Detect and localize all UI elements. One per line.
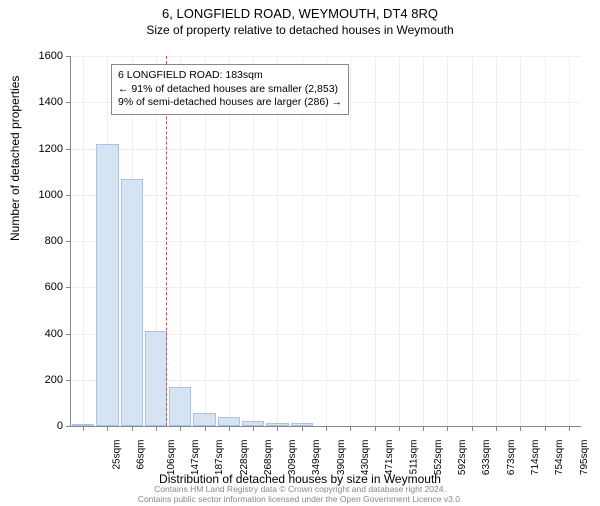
y-tick-label: 0 xyxy=(23,420,63,432)
x-tick-label: 349sqm xyxy=(312,440,323,476)
x-tick-label: 795sqm xyxy=(579,440,590,476)
histogram-bar xyxy=(193,413,215,426)
x-tick-label: 673sqm xyxy=(506,440,517,476)
histogram-bar xyxy=(291,423,313,426)
x-tick-label: 309sqm xyxy=(287,440,298,476)
x-tick-label: 633sqm xyxy=(482,440,493,476)
chart-area: 0200400600800100012001400160025sqm66sqm1… xyxy=(70,56,580,426)
histogram-bar xyxy=(72,424,94,426)
x-tick-label: 390sqm xyxy=(336,440,347,476)
info-box-line: ← 91% of detached houses are smaller (2,… xyxy=(118,83,342,97)
footer-line-1: Contains HM Land Registry data © Crown c… xyxy=(0,484,600,494)
plot-region: 0200400600800100012001400160025sqm66sqm1… xyxy=(70,56,581,427)
chart-title: 6, LONGFIELD ROAD, WEYMOUTH, DT4 8RQ xyxy=(0,6,600,21)
y-tick-label: 1600 xyxy=(23,50,63,62)
x-tick-label: 25sqm xyxy=(112,440,123,470)
x-tick-label: 106sqm xyxy=(166,440,177,476)
histogram-bar xyxy=(218,417,240,426)
x-tick-label: 511sqm xyxy=(408,440,419,475)
y-axis-label: Number of detached properties xyxy=(8,76,22,241)
x-tick-label: 228sqm xyxy=(239,440,250,476)
x-tick-label: 187sqm xyxy=(214,440,225,476)
chart-subtitle: Size of property relative to detached ho… xyxy=(0,23,600,37)
x-tick-label: 268sqm xyxy=(263,440,274,476)
x-tick-label: 66sqm xyxy=(136,440,147,470)
x-tick-label: 754sqm xyxy=(554,440,565,476)
x-tick-label: 430sqm xyxy=(360,440,371,476)
info-box-line: 9% of semi-detached houses are larger (2… xyxy=(118,96,342,110)
x-tick-label: 147sqm xyxy=(190,440,201,476)
histogram-bar xyxy=(242,421,264,426)
y-tick-label: 1200 xyxy=(23,143,63,155)
x-tick-label: 592sqm xyxy=(457,440,468,476)
x-tick-label: 471sqm xyxy=(384,440,395,476)
x-tick-label: 552sqm xyxy=(433,440,444,476)
reference-info-box: 6 LONGFIELD ROAD: 183sqm← 91% of detache… xyxy=(111,64,349,115)
histogram-bar xyxy=(121,179,143,426)
histogram-bar xyxy=(145,331,167,426)
y-tick-label: 400 xyxy=(23,328,63,340)
info-box-line: 6 LONGFIELD ROAD: 183sqm xyxy=(118,69,342,83)
histogram-bar xyxy=(96,144,118,426)
y-tick-label: 1400 xyxy=(23,96,63,108)
x-tick-label: 714sqm xyxy=(530,440,541,476)
footer-line-2: Contains public sector information licen… xyxy=(0,494,600,504)
y-tick-label: 600 xyxy=(23,281,63,293)
y-tick-label: 200 xyxy=(23,374,63,386)
y-tick-label: 1000 xyxy=(23,189,63,201)
y-tick-label: 800 xyxy=(23,235,63,247)
histogram-bar xyxy=(169,387,191,426)
footer-attribution: Contains HM Land Registry data © Crown c… xyxy=(0,484,600,504)
histogram-bar xyxy=(266,423,288,426)
